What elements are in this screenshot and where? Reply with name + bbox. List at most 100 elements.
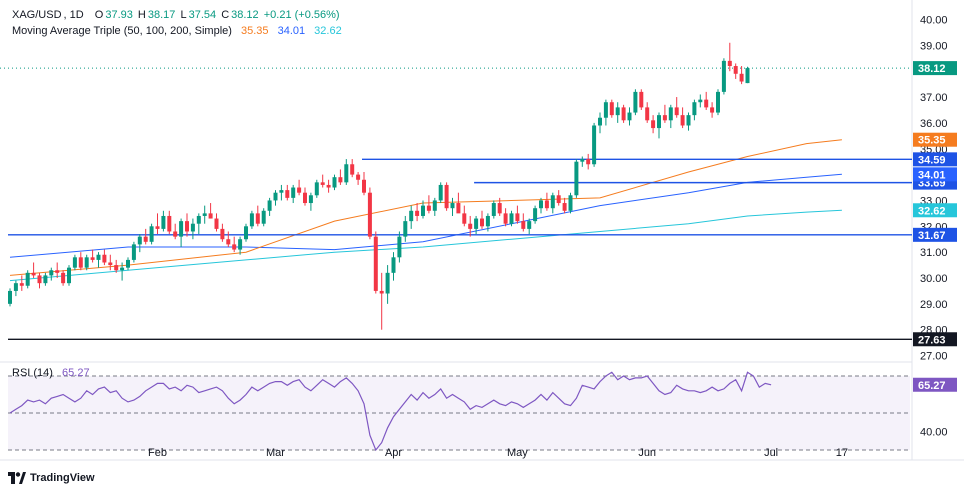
candle-body[interactable] (190, 223, 195, 232)
candle-body[interactable] (220, 228, 225, 240)
candle-body[interactable] (562, 203, 567, 211)
candle-body[interactable] (238, 239, 243, 250)
candle-body[interactable] (267, 200, 272, 211)
candle-body[interactable] (185, 221, 189, 232)
candle-body[interactable] (480, 218, 484, 227)
candle-body[interactable] (598, 117, 602, 126)
candle-body[interactable] (285, 190, 290, 198)
candle-body[interactable] (727, 60, 732, 67)
candle-body[interactable] (108, 262, 113, 266)
candle-body[interactable] (474, 218, 479, 229)
candle-body[interactable] (356, 174, 361, 180)
candle-body[interactable] (462, 213, 467, 224)
candle-body[interactable] (438, 184, 443, 201)
candle-body[interactable] (521, 221, 526, 229)
candle-body[interactable] (574, 161, 579, 196)
candle-body[interactable] (226, 239, 231, 245)
candle-body[interactable] (255, 213, 260, 224)
candle-body[interactable] (344, 164, 349, 183)
candle-body[interactable] (114, 265, 119, 271)
candle-body[interactable] (332, 177, 337, 188)
candle-body[interactable] (379, 290, 384, 294)
price-axis[interactable]: 27.0028.0029.0030.0031.0032.0033.0034.00… (913, 15, 957, 439)
candle-body[interactable] (421, 205, 425, 216)
candle-body[interactable] (603, 102, 608, 118)
candle-body[interactable] (450, 203, 455, 209)
candle-body[interactable] (686, 115, 691, 126)
candle-body[interactable] (645, 107, 650, 121)
candle-body[interactable] (8, 290, 12, 304)
candle-body[interactable] (137, 236, 142, 245)
tradingview-watermark[interactable]: TradingView (8, 472, 95, 484)
candle-body[interactable] (662, 115, 667, 121)
candle-body[interactable] (680, 115, 685, 126)
candle-body[interactable] (120, 267, 125, 271)
candle-body[interactable] (291, 187, 296, 198)
candle-body[interactable] (509, 213, 514, 224)
candle-body[interactable] (303, 192, 307, 204)
candle-body[interactable] (592, 125, 597, 165)
candle-body[interactable] (539, 200, 543, 209)
candle-body[interactable] (297, 187, 302, 193)
candle-body[interactable] (615, 107, 620, 116)
candle-body[interactable] (173, 231, 178, 237)
candle-body[interactable] (273, 192, 278, 201)
candle-body[interactable] (161, 215, 166, 229)
candle-body[interactable] (261, 210, 266, 224)
candle-body[interactable] (556, 195, 561, 204)
candle-body[interactable] (338, 177, 343, 183)
candle-body[interactable] (426, 205, 431, 211)
candle-body[interactable] (515, 213, 520, 222)
candle-body[interactable] (704, 99, 709, 108)
candle-body[interactable] (609, 102, 614, 116)
candle-body[interactable] (721, 60, 726, 92)
candle-body[interactable] (43, 275, 48, 284)
candle-body[interactable] (491, 203, 496, 216)
candle-body[interactable] (61, 272, 66, 284)
candle-body[interactable] (692, 102, 697, 116)
candle-body[interactable] (733, 66, 738, 74)
candle-body[interactable] (533, 208, 538, 222)
candle-body[interactable] (586, 159, 591, 165)
candle-body[interactable] (367, 192, 372, 237)
candle-body[interactable] (49, 270, 54, 276)
horizontal-levels[interactable] (0, 67, 912, 340)
candle-body[interactable] (326, 184, 331, 188)
candle-body[interactable] (314, 182, 319, 196)
candle-body[interactable] (373, 236, 378, 291)
candle-body[interactable] (639, 91, 644, 108)
candle-body[interactable] (544, 200, 549, 209)
candle-body[interactable] (527, 221, 532, 229)
candle-body[interactable] (308, 195, 313, 204)
candle-body[interactable] (214, 218, 219, 229)
candle-body[interactable] (627, 112, 632, 121)
candle-body[interactable] (13, 283, 18, 291)
candle-body[interactable] (31, 272, 36, 276)
candle-body[interactable] (196, 215, 201, 224)
candlestick-series[interactable] (8, 42, 750, 330)
candle-body[interactable] (167, 215, 172, 232)
time-axis[interactable]: Feb Mar Apr May Jun Jul 17 (148, 447, 848, 459)
candle-body[interactable] (415, 210, 420, 216)
candle-body[interactable] (739, 73, 744, 82)
candle-body[interactable] (126, 259, 130, 268)
candle-body[interactable] (149, 226, 154, 242)
candle-body[interactable] (503, 213, 508, 224)
candle-body[interactable] (674, 107, 679, 116)
candle-body[interactable] (279, 190, 284, 193)
candle-body[interactable] (485, 215, 490, 227)
candle-body[interactable] (621, 107, 626, 121)
candle-body[interactable] (131, 244, 136, 260)
candle-body[interactable] (550, 195, 555, 209)
candle-body[interactable] (78, 257, 83, 268)
candle-body[interactable] (397, 236, 402, 258)
candle-body[interactable] (155, 226, 160, 229)
candle-body[interactable] (403, 221, 408, 237)
candle-body[interactable] (698, 99, 703, 103)
candle-body[interactable] (580, 159, 585, 162)
candle-body[interactable] (651, 120, 656, 129)
candle-body[interactable] (710, 107, 715, 113)
candle-body[interactable] (350, 164, 355, 175)
candle-body[interactable] (19, 283, 24, 286)
candle-body[interactable] (84, 257, 89, 268)
